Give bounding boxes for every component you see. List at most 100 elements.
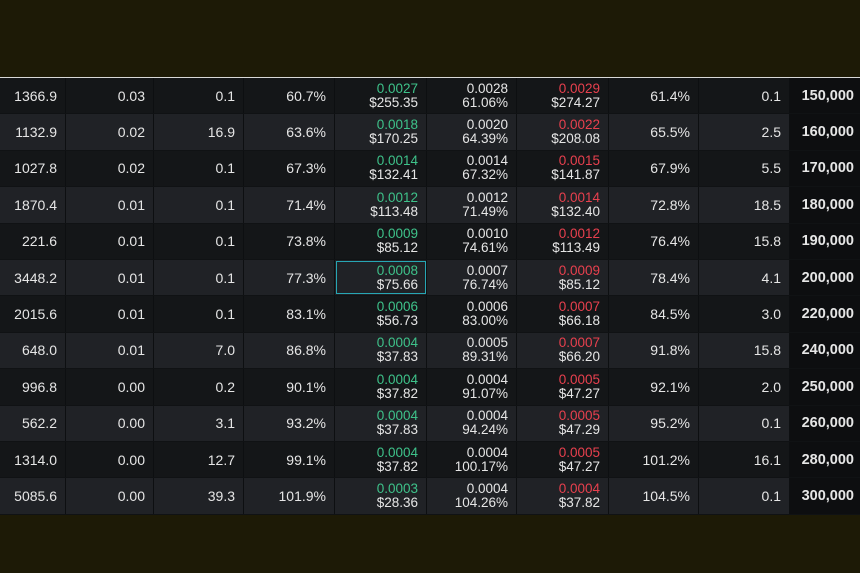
- table-row[interactable]: 1366.9 0.03 0.1 60.7% 0.0027 $255.35 0.0028 61.…: [0, 78, 860, 115]
- mark-cell[interactable]: 0.0012 71.49%: [427, 187, 517, 223]
- bid-cell[interactable]: 0.0004 $37.83: [335, 405, 427, 441]
- ask-iv-cell[interactable]: 61.4%: [609, 78, 699, 114]
- table-row[interactable]: 5085.6 0.00 39.3 101.9% 0.0003 $28.36 0.0004 10…: [0, 478, 860, 515]
- strike-cell[interactable]: 220,000: [790, 296, 860, 332]
- volume-cell[interactable]: 1132.9: [0, 114, 66, 150]
- bid-cell[interactable]: 0.0004 $37.82: [335, 441, 427, 478]
- bid-iv-cell[interactable]: 77.3%: [244, 259, 335, 296]
- value-cell[interactable]: 0.00: [66, 369, 154, 405]
- size-cell[interactable]: 2.5: [699, 114, 790, 150]
- size-cell[interactable]: 0.1: [699, 78, 790, 114]
- size-cell[interactable]: 0.1: [699, 405, 790, 441]
- bid-iv-cell[interactable]: 83.1%: [244, 296, 335, 332]
- strike-cell[interactable]: 200,000: [790, 259, 860, 296]
- table-row[interactable]: 221.6 0.01 0.1 73.8% 0.0009 $85.12 0.0010 74.61…: [0, 223, 860, 260]
- table-row[interactable]: 648.0 0.01 7.0 86.8% 0.0004 $37.83 0.0005 89.31…: [0, 332, 860, 370]
- bid-cell[interactable]: 0.0009 $85.12: [335, 223, 427, 259]
- value-cell[interactable]: 0.02: [66, 114, 154, 150]
- size-cell[interactable]: 2.0: [699, 369, 790, 405]
- value-cell[interactable]: 7.0: [154, 332, 244, 369]
- value-cell[interactable]: 0.01: [66, 187, 154, 223]
- mark-cell[interactable]: 0.0004 100.17%: [427, 441, 517, 478]
- mark-cell[interactable]: 0.0020 64.39%: [427, 114, 517, 150]
- ask-iv-cell[interactable]: 92.1%: [609, 369, 699, 405]
- bid-iv-cell[interactable]: 60.7%: [244, 78, 335, 114]
- ask-cell[interactable]: 0.0015 $141.87: [517, 150, 609, 187]
- bid-iv-cell[interactable]: 99.1%: [244, 441, 335, 478]
- volume-cell[interactable]: 1027.8: [0, 150, 66, 187]
- value-cell[interactable]: 0.1: [154, 150, 244, 187]
- bid-iv-cell[interactable]: 63.6%: [244, 114, 335, 150]
- value-cell[interactable]: 0.1: [154, 187, 244, 223]
- mark-cell[interactable]: 0.0028 61.06%: [427, 78, 517, 114]
- size-cell[interactable]: 15.8: [699, 332, 790, 369]
- strike-cell[interactable]: 250,000: [790, 369, 860, 405]
- strike-cell[interactable]: 280,000: [790, 441, 860, 478]
- ask-cell[interactable]: 0.0005 $47.29: [517, 405, 609, 441]
- ask-cell[interactable]: 0.0005 $47.27: [517, 369, 609, 405]
- bid-iv-cell[interactable]: 90.1%: [244, 369, 335, 405]
- ask-cell[interactable]: 0.0007 $66.20: [517, 332, 609, 369]
- ask-cell[interactable]: 0.0029 $274.27: [517, 78, 609, 114]
- volume-cell[interactable]: 5085.6: [0, 478, 66, 514]
- value-cell[interactable]: 0.01: [66, 296, 154, 332]
- ask-iv-cell[interactable]: 104.5%: [609, 478, 699, 514]
- value-cell[interactable]: 0.02: [66, 150, 154, 187]
- ask-iv-cell[interactable]: 65.5%: [609, 114, 699, 150]
- value-cell[interactable]: 0.01: [66, 259, 154, 296]
- ask-iv-cell[interactable]: 72.8%: [609, 187, 699, 223]
- bid-iv-cell[interactable]: 101.9%: [244, 478, 335, 514]
- mark-cell[interactable]: 0.0004 94.24%: [427, 405, 517, 441]
- bid-cell[interactable]: 0.0004 $37.83: [335, 332, 427, 369]
- value-cell[interactable]: 3.1: [154, 405, 244, 441]
- ask-iv-cell[interactable]: 67.9%: [609, 150, 699, 187]
- mark-cell[interactable]: 0.0004 104.26%: [427, 478, 517, 514]
- strike-cell[interactable]: 170,000: [790, 150, 860, 187]
- bid-cell[interactable]: 0.0018 $170.25: [335, 114, 427, 150]
- ask-cell[interactable]: 0.0004 $37.82: [517, 478, 609, 514]
- strike-cell[interactable]: 190,000: [790, 223, 860, 259]
- size-cell[interactable]: 4.1: [699, 259, 790, 296]
- volume-cell[interactable]: 562.2: [0, 405, 66, 441]
- mark-cell[interactable]: 0.0010 74.61%: [427, 223, 517, 259]
- bid-iv-cell[interactable]: 86.8%: [244, 332, 335, 369]
- ask-cell[interactable]: 0.0009 $85.12: [517, 259, 609, 296]
- volume-cell[interactable]: 1366.9: [0, 78, 66, 114]
- value-cell[interactable]: 0.00: [66, 441, 154, 478]
- size-cell[interactable]: 16.1: [699, 441, 790, 478]
- ask-cell[interactable]: 0.0022 $208.08: [517, 114, 609, 150]
- volume-cell[interactable]: 221.6: [0, 223, 66, 259]
- ask-cell[interactable]: 0.0014 $132.40: [517, 187, 609, 223]
- table-row[interactable]: 562.2 0.00 3.1 93.2% 0.0004 $37.83 0.0004 94.24…: [0, 405, 860, 442]
- table-row[interactable]: 3448.2 0.01 0.1 77.3% 0.0008 $75.66 0.0007 76.7…: [0, 259, 860, 297]
- volume-cell[interactable]: 1314.0: [0, 441, 66, 478]
- bid-cell[interactable]: 0.0008 $75.66: [335, 259, 427, 296]
- bid-cell[interactable]: 0.0012 $113.48: [335, 187, 427, 223]
- volume-cell[interactable]: 1870.4: [0, 187, 66, 223]
- ask-cell[interactable]: 0.0005 $47.27: [517, 441, 609, 478]
- size-cell[interactable]: 15.8: [699, 223, 790, 259]
- bid-cell[interactable]: 0.0003 $28.36: [335, 478, 427, 514]
- volume-cell[interactable]: 648.0: [0, 332, 66, 369]
- volume-cell[interactable]: 996.8: [0, 369, 66, 405]
- value-cell[interactable]: 0.00: [66, 405, 154, 441]
- mark-cell[interactable]: 0.0006 83.00%: [427, 296, 517, 332]
- table-row[interactable]: 1870.4 0.01 0.1 71.4% 0.0012 $113.48 0.0012 71.…: [0, 187, 860, 224]
- table-row[interactable]: 2015.6 0.01 0.1 83.1% 0.0006 $56.73 0.0006 83.0…: [0, 296, 860, 333]
- value-cell[interactable]: 39.3: [154, 478, 244, 514]
- bid-cell[interactable]: 0.0004 $37.82: [335, 369, 427, 405]
- ask-iv-cell[interactable]: 95.2%: [609, 405, 699, 441]
- strike-cell[interactable]: 160,000: [790, 114, 860, 150]
- bid-cell[interactable]: 0.0014 $132.41: [335, 150, 427, 187]
- strike-cell[interactable]: 150,000: [790, 78, 860, 114]
- value-cell[interactable]: 0.03: [66, 78, 154, 114]
- ask-iv-cell[interactable]: 84.5%: [609, 296, 699, 332]
- bid-iv-cell[interactable]: 73.8%: [244, 223, 335, 259]
- size-cell[interactable]: 3.0: [699, 296, 790, 332]
- ask-cell[interactable]: 0.0012 $113.49: [517, 223, 609, 259]
- table-row[interactable]: 996.8 0.00 0.2 90.1% 0.0004 $37.82 0.0004 91.07…: [0, 369, 860, 406]
- size-cell[interactable]: 18.5: [699, 187, 790, 223]
- mark-cell[interactable]: 0.0004 91.07%: [427, 369, 517, 405]
- bid-iv-cell[interactable]: 71.4%: [244, 187, 335, 223]
- value-cell[interactable]: 12.7: [154, 441, 244, 478]
